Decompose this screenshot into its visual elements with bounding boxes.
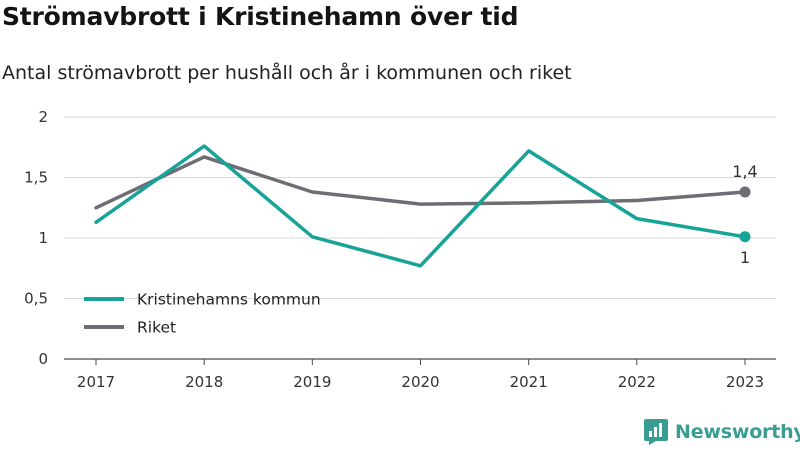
x-tick-label: 2021 bbox=[510, 373, 548, 391]
legend-label: Kristinehamns kommun bbox=[137, 291, 321, 309]
y-tick-label: 1,5 bbox=[24, 169, 48, 187]
end-point-riket bbox=[739, 186, 751, 198]
end-label-riket: 1,4 bbox=[732, 162, 757, 181]
y-tick-label: 2 bbox=[38, 108, 48, 126]
brand-name: Newsworthy bbox=[675, 421, 800, 443]
y-tick-label: 0 bbox=[38, 350, 48, 368]
chart-subtitle: Antal strömavbrott per hushåll och år i … bbox=[2, 62, 572, 84]
chart-title: Strömavbrott i Kristinehamn över tid bbox=[2, 2, 519, 31]
end-point-kristinehamns-kommun bbox=[739, 231, 751, 243]
y-tick-label: 1 bbox=[38, 229, 48, 247]
x-tick-label: 2020 bbox=[401, 373, 439, 391]
series-line-kristinehamns-kommun bbox=[94, 144, 747, 268]
x-tick-label: 2023 bbox=[726, 373, 764, 391]
x-tick-label: 2022 bbox=[618, 373, 656, 391]
newsworthy-brand: Newsworthy bbox=[643, 418, 800, 446]
x-tick-label: 2019 bbox=[293, 373, 331, 391]
x-tick-label: 2017 bbox=[77, 373, 115, 391]
y-tick-label: 0,5 bbox=[24, 290, 48, 308]
newsworthy-logo-icon bbox=[644, 419, 668, 445]
end-label-kristinehamns-kommun: 1 bbox=[740, 248, 750, 267]
series-line-riket bbox=[94, 155, 747, 210]
x-tick-label: 2018 bbox=[185, 373, 223, 391]
legend-label: Riket bbox=[137, 319, 176, 337]
